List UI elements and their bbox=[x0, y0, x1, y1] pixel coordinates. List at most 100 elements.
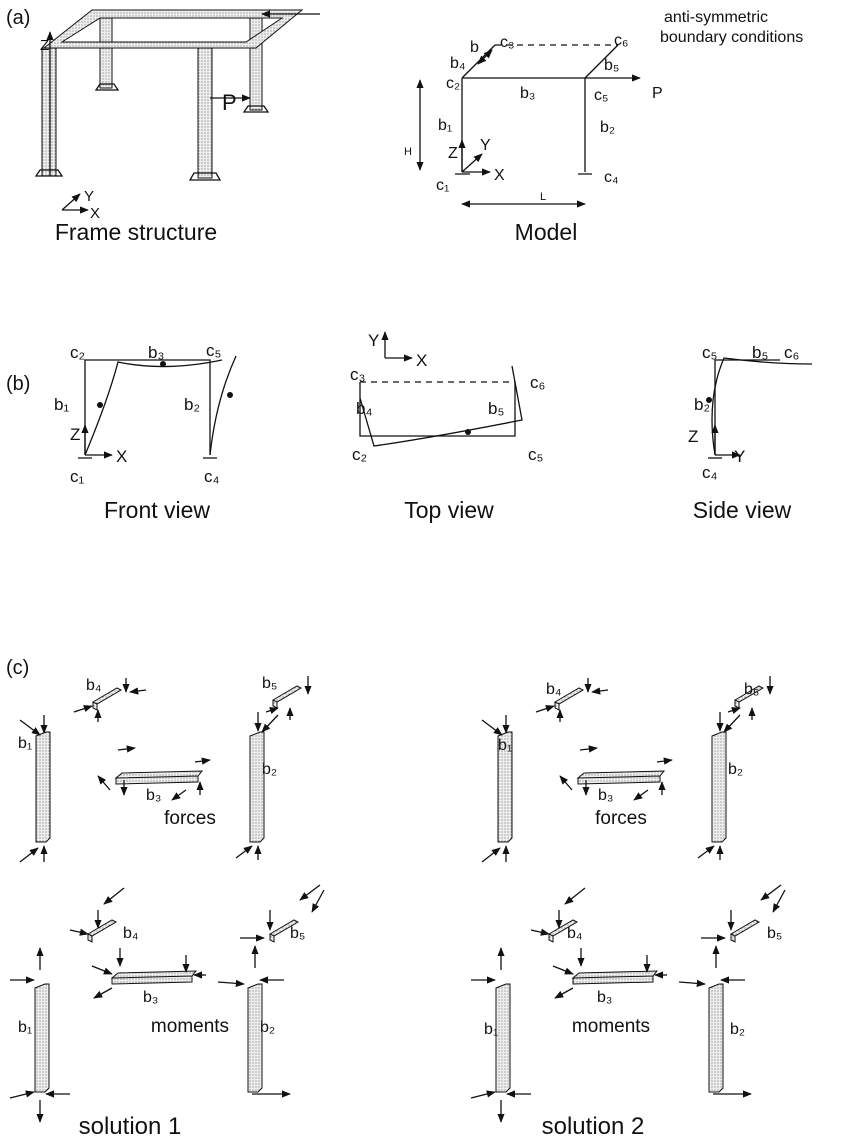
arrow bbox=[98, 776, 110, 790]
arrow bbox=[728, 708, 740, 712]
caption: Model bbox=[515, 219, 578, 245]
arrow bbox=[262, 715, 278, 732]
view-label: c₃ bbox=[350, 365, 365, 384]
arrow bbox=[634, 790, 648, 800]
view-label: c₄ bbox=[702, 463, 718, 482]
subcaption: moments bbox=[151, 1016, 229, 1037]
view-label: c₂ bbox=[352, 445, 367, 464]
view-label: b₄ bbox=[356, 399, 372, 418]
panel-label: (b) bbox=[6, 373, 30, 395]
view-label: b₂ bbox=[694, 395, 710, 414]
view-label: b₅ bbox=[488, 399, 504, 418]
subcaption: moments bbox=[572, 1016, 650, 1037]
view-label: c₂ bbox=[70, 343, 85, 362]
beam-label: b₄ bbox=[546, 681, 561, 698]
beam-element bbox=[35, 984, 49, 1092]
beam-label: b₄ bbox=[567, 925, 582, 942]
beam-element bbox=[731, 920, 759, 942]
view-label: c₅ bbox=[206, 341, 221, 360]
view-label: Z bbox=[70, 425, 80, 444]
beam-label: b₂ bbox=[260, 1019, 275, 1036]
panel-label: (c) bbox=[6, 657, 29, 679]
model-label: L bbox=[540, 191, 546, 203]
view-label: b₃ bbox=[148, 343, 164, 362]
view-label: b₂ bbox=[184, 395, 200, 414]
model-label: c₄ bbox=[604, 169, 619, 186]
arrow bbox=[74, 706, 92, 712]
arrow bbox=[70, 930, 88, 934]
axis-label: Z bbox=[40, 37, 49, 54]
beam-element bbox=[112, 971, 196, 984]
beam-label: b₅ bbox=[767, 925, 782, 942]
beam-label: b₁ bbox=[484, 1021, 498, 1038]
model-label: c₃ bbox=[500, 34, 515, 51]
axis-label: Y bbox=[84, 188, 94, 205]
beam-label: b₂ bbox=[262, 761, 277, 778]
arrow bbox=[560, 776, 572, 790]
arrow bbox=[553, 966, 573, 974]
caption: Frame structure bbox=[55, 219, 217, 245]
arrow bbox=[531, 930, 549, 934]
beam-label: b₅ bbox=[744, 681, 759, 698]
subcaption: forces bbox=[595, 808, 647, 829]
beam-label: b₃ bbox=[598, 787, 613, 804]
arrow bbox=[536, 706, 554, 712]
beam-element bbox=[248, 984, 262, 1092]
view-label: c₆ bbox=[530, 373, 545, 392]
model-label: b₂ bbox=[600, 119, 615, 136]
caption: solution 2 bbox=[542, 1113, 645, 1140]
beam-element bbox=[496, 984, 510, 1092]
beam-element bbox=[36, 732, 50, 842]
view-label: Y bbox=[368, 331, 379, 350]
model-label: c₆ bbox=[614, 32, 628, 49]
view-label: b₅ bbox=[752, 343, 768, 362]
arrow bbox=[300, 885, 320, 900]
beam-label: b₃ bbox=[146, 787, 161, 804]
arrow bbox=[312, 890, 324, 912]
caption: solution 1 bbox=[79, 1113, 182, 1140]
view-label: c₆ bbox=[784, 343, 799, 362]
beam-label: b₁ bbox=[498, 737, 512, 754]
arrow bbox=[565, 888, 585, 904]
model-label: b₁ bbox=[438, 117, 452, 134]
caption: Top view bbox=[404, 497, 494, 523]
frame-structure-drawing bbox=[36, 10, 320, 210]
top-view-drawing bbox=[360, 332, 522, 446]
view-label: X bbox=[416, 351, 427, 370]
beam-element bbox=[712, 732, 726, 842]
beam-element bbox=[116, 771, 202, 784]
model-label: X bbox=[494, 167, 505, 184]
arrow bbox=[773, 890, 785, 912]
beam-label: b₂ bbox=[728, 761, 743, 778]
view-label: c₁ bbox=[70, 467, 85, 486]
model-label: c₅ bbox=[594, 87, 608, 104]
arrow bbox=[724, 715, 740, 732]
beam-label: b₄ bbox=[86, 677, 101, 694]
arrow bbox=[555, 988, 573, 998]
arrow bbox=[20, 720, 40, 735]
arrow bbox=[172, 790, 186, 800]
caption: Side view bbox=[693, 497, 792, 523]
arrow bbox=[482, 720, 502, 735]
beam-label: b₁ bbox=[18, 735, 32, 752]
arrow bbox=[679, 982, 705, 984]
model-label: b₅ bbox=[604, 57, 619, 74]
arrow bbox=[266, 708, 278, 712]
beam-label: b₃ bbox=[597, 989, 612, 1006]
beam-element bbox=[88, 920, 116, 942]
model-label: Z bbox=[448, 145, 458, 162]
model-label: c₂ bbox=[446, 75, 460, 92]
arrow bbox=[580, 748, 597, 750]
panel-label: (a) bbox=[6, 7, 30, 29]
front-view-drawing bbox=[78, 356, 236, 458]
figure: (a)Frame structureZYXPModelanti-symmetri… bbox=[0, 0, 842, 1144]
arrow bbox=[592, 690, 608, 692]
beam-label: b₂ bbox=[730, 1021, 745, 1038]
view-label: Y bbox=[734, 447, 745, 466]
model-label: Y bbox=[480, 137, 491, 154]
arrow bbox=[92, 966, 112, 974]
beam-label: b₁ bbox=[18, 1019, 32, 1036]
arrow bbox=[104, 888, 124, 904]
beam-label: b₃ bbox=[143, 989, 158, 1006]
axis-label: X bbox=[90, 205, 100, 222]
